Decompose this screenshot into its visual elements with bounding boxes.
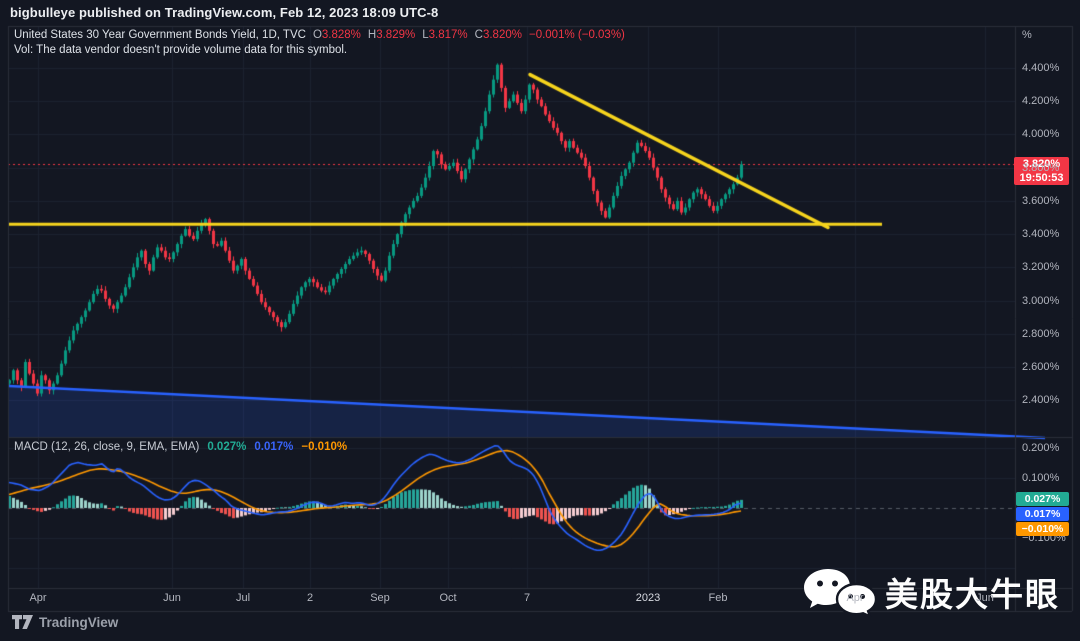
ohlc-value-l: 3.817% [428, 29, 468, 41]
last-price-badge: 3.820% 19:50:53 [1014, 157, 1069, 185]
macd-legend-value-2: −0.010% [301, 441, 348, 453]
price-axis-tick: 2.400% [1022, 394, 1060, 407]
tradingview-logo-icon [12, 615, 33, 629]
ohlc-value-h: 3.829% [376, 29, 416, 41]
tradingview-attribution[interactable]: TradingView [12, 615, 118, 630]
macd-axis-tick: 0.100% [1022, 472, 1060, 484]
time-axis-label: 2 [306, 592, 314, 604]
macd-value-badge-0: 0.027% [1016, 492, 1069, 506]
macd-legend-value-1: 0.017% [254, 441, 294, 453]
time-axis-label: Feb [708, 592, 728, 604]
tradingview-wordmark: TradingView [39, 615, 119, 630]
time-axis-label: Apr [846, 592, 864, 604]
time-axis-label: Sep [370, 592, 390, 604]
ohlc-letter-h: H [367, 29, 377, 41]
time-axis-label: Jun [163, 592, 181, 604]
macd-legend[interactable]: MACD (12, 26, close, 9, EMA, EMA) 0.027% 0… [14, 441, 347, 453]
published-bar: bigbulleye published on TradingView.com,… [10, 5, 439, 20]
bar-countdown: 19:50:53 [1019, 172, 1064, 184]
last-price-value: 3.820% [1022, 158, 1061, 170]
time-axis-label: Oct [439, 592, 457, 604]
price-axis-tick: 3.200% [1022, 261, 1060, 274]
macd-legend-value-0: 0.027% [207, 441, 247, 453]
price-axis-tick: 2.800% [1022, 327, 1060, 340]
time-axis-label: Jun [976, 592, 994, 604]
price-axis-tick: 3.000% [1022, 294, 1060, 307]
ohlc-letter-o: O [312, 29, 322, 41]
price-axis-tick: 4.400% [1022, 62, 1060, 74]
volume-note: Vol: The data vendor doesn't provide vol… [14, 44, 348, 56]
channel-watermark: 美股大牛眼 [801, 567, 1060, 617]
price-axis-tick: 3.600% [1022, 194, 1060, 207]
macd-value-badge-1: 0.017% [1016, 507, 1069, 521]
change-value: −0.001% (−0.03%) [528, 29, 625, 41]
symbol-title: United States 30 Year Government Bonds Y… [14, 29, 306, 41]
ohlc-value-o: 3.828% [321, 29, 361, 41]
price-axis-tick: 2.600% [1022, 360, 1060, 373]
ohlc-value-c: 3.820% [482, 29, 522, 41]
time-axis-label: Jul [235, 592, 251, 604]
price-axis-tick: 4.000% [1022, 128, 1060, 141]
ohlc-letter-l: L [422, 29, 429, 41]
price-axis-unit: % [1022, 29, 1032, 41]
macd-legend-title: MACD (12, 26, close, 9, EMA, EMA) [14, 441, 200, 453]
symbol-legend[interactable]: United States 30 Year Government Bonds Y… [14, 29, 625, 41]
watermark-text: 美股大牛眼 [885, 576, 1060, 613]
price-axis-tick: 3.400% [1022, 228, 1060, 241]
price-axis-tick: 4.200% [1022, 95, 1060, 108]
wechat-icon [804, 569, 877, 617]
price-axis-tick: 3.800% [1022, 161, 1060, 174]
ohlc-letter-c: C [474, 29, 483, 41]
time-axis-label: 2023 [635, 592, 661, 604]
time-axis-label: 7 [523, 592, 531, 604]
time-axis-label: Apr [29, 592, 47, 604]
macd-value-badge-2: −0.010% [1016, 522, 1069, 536]
macd-axis-tick: 0.200% [1022, 442, 1060, 454]
